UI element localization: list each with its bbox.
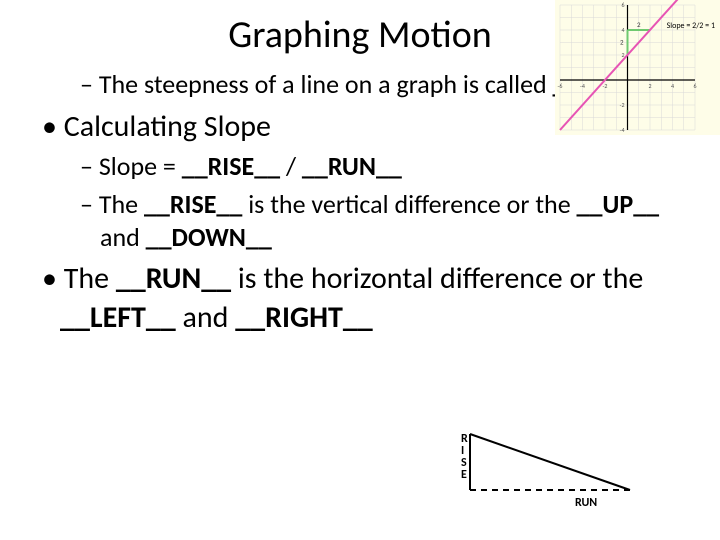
svg-text:Slope = 2/2 = 1: Slope = 2/2 = 1 <box>667 21 715 31</box>
steepness-text: The steepness of a line on a graph is ca… <box>99 68 553 100</box>
svg-text:-4: -4 <box>580 82 585 90</box>
svg-text:4: 4 <box>671 82 674 90</box>
svg-text:RUN: RUN <box>575 496 597 510</box>
svg-text:-2: -2 <box>620 101 625 109</box>
rise-def-mid: is the vertical difference or the <box>242 188 576 220</box>
and-2: and <box>176 299 235 336</box>
svg-text:-4: -4 <box>620 126 625 134</box>
run-blank-1: __RUN__ <box>302 150 402 182</box>
slope-formula-pre: Slope = <box>99 150 182 182</box>
svg-text:6: 6 <box>621 1 624 9</box>
svg-text:E: E <box>461 468 467 482</box>
slope-formula-line: Slope = __RISE__ / __RUN__ <box>100 150 690 183</box>
right-blank: __RIGHT__ <box>235 299 373 336</box>
rise-def-line: The __RISE__ is the vertical difference … <box>100 188 690 253</box>
run-def-line: The __RUN__ is the horizontal difference… <box>60 259 690 337</box>
rise-blank-1: __RISE__ <box>182 150 280 182</box>
run-blank-2: __RUN__ <box>116 260 231 297</box>
left-blank: __LEFT__ <box>60 299 176 336</box>
calc-slope-text: Calculating Slope <box>64 108 271 145</box>
svg-text:6: 6 <box>693 82 696 90</box>
and-1: and <box>100 221 146 253</box>
rise-run-diagram: RISERUN <box>455 422 635 522</box>
down-blank: __DOWN__ <box>146 221 272 253</box>
up-blank: __UP__ <box>577 188 660 220</box>
rise-def-pre: The <box>99 188 144 220</box>
svg-text:-6: -6 <box>558 82 563 90</box>
rise-blank-2: __RISE__ <box>144 188 242 220</box>
svg-text:2: 2 <box>637 20 641 29</box>
svg-text:2: 2 <box>620 38 624 47</box>
slope-graph: -6-4-2246-4-224622Slope = 2/2 = 1 <box>555 0 720 135</box>
run-def-pre: The <box>64 260 116 297</box>
svg-text:2: 2 <box>648 82 651 90</box>
svg-text:4: 4 <box>621 26 624 34</box>
run-def-mid: is the horizontal difference or the <box>231 260 643 297</box>
slash: / <box>280 150 302 182</box>
